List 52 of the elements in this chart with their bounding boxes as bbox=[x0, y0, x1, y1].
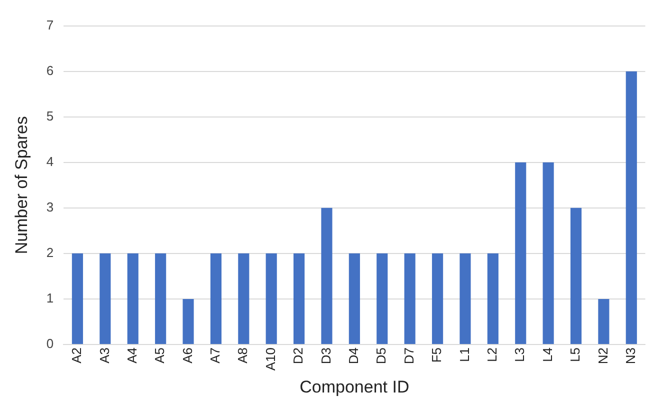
bar bbox=[376, 253, 388, 344]
x-tick-label: L3 bbox=[512, 347, 528, 362]
y-tick-label: 0 bbox=[46, 336, 54, 352]
x-tick-label: D7 bbox=[401, 347, 416, 364]
bar bbox=[238, 253, 250, 344]
x-tick-label: A7 bbox=[208, 347, 223, 364]
bar bbox=[542, 162, 554, 344]
bar bbox=[182, 298, 194, 344]
y-tick-label: 7 bbox=[46, 17, 54, 32]
x-tick-label: A6 bbox=[180, 347, 195, 364]
bar bbox=[487, 253, 498, 344]
bar bbox=[210, 253, 222, 344]
bar bbox=[515, 162, 526, 344]
x-tick-label: L5 bbox=[568, 347, 583, 362]
y-tick-label: 3 bbox=[46, 199, 54, 214]
bar bbox=[348, 253, 360, 344]
bar bbox=[294, 253, 305, 344]
bar bbox=[460, 253, 471, 344]
y-axis-title: Number of Spares bbox=[12, 116, 31, 254]
x-tick-label: D3 bbox=[318, 347, 334, 364]
y-tick-label: 1 bbox=[46, 290, 54, 306]
y-tick-label: 5 bbox=[46, 108, 54, 124]
x-tick-label: D4 bbox=[346, 347, 362, 364]
bar bbox=[155, 253, 166, 344]
bar bbox=[72, 253, 84, 344]
x-tick-label: A2 bbox=[69, 347, 84, 364]
y-tick-label: 2 bbox=[46, 245, 54, 260]
bar bbox=[404, 253, 416, 344]
y-tick-label: 4 bbox=[46, 154, 54, 169]
bar bbox=[598, 298, 610, 344]
x-tick-label: L1 bbox=[456, 347, 472, 362]
bar bbox=[100, 253, 111, 344]
x-tick-label: A8 bbox=[235, 347, 250, 364]
bar bbox=[127, 253, 138, 344]
x-axis-title: Component ID bbox=[300, 377, 410, 396]
x-tick-label: D5 bbox=[374, 347, 389, 364]
bar bbox=[626, 71, 637, 344]
y-tick-label: 6 bbox=[46, 62, 54, 78]
x-tick-label: N2 bbox=[595, 347, 610, 364]
x-tick-label: A10 bbox=[262, 347, 278, 371]
bar bbox=[432, 253, 444, 344]
bar bbox=[570, 208, 582, 344]
bar bbox=[266, 253, 277, 344]
x-tick-label: A4 bbox=[124, 347, 140, 364]
x-tick-label: A3 bbox=[96, 347, 112, 364]
x-tick-label: A5 bbox=[152, 347, 168, 364]
x-tick-label: F5 bbox=[429, 347, 444, 363]
x-tick-label: D2 bbox=[290, 347, 306, 364]
x-tick-label: N3 bbox=[622, 347, 638, 364]
x-tick-label: L2 bbox=[484, 347, 500, 362]
x-tick-label: L4 bbox=[540, 347, 555, 362]
bar bbox=[321, 208, 332, 344]
